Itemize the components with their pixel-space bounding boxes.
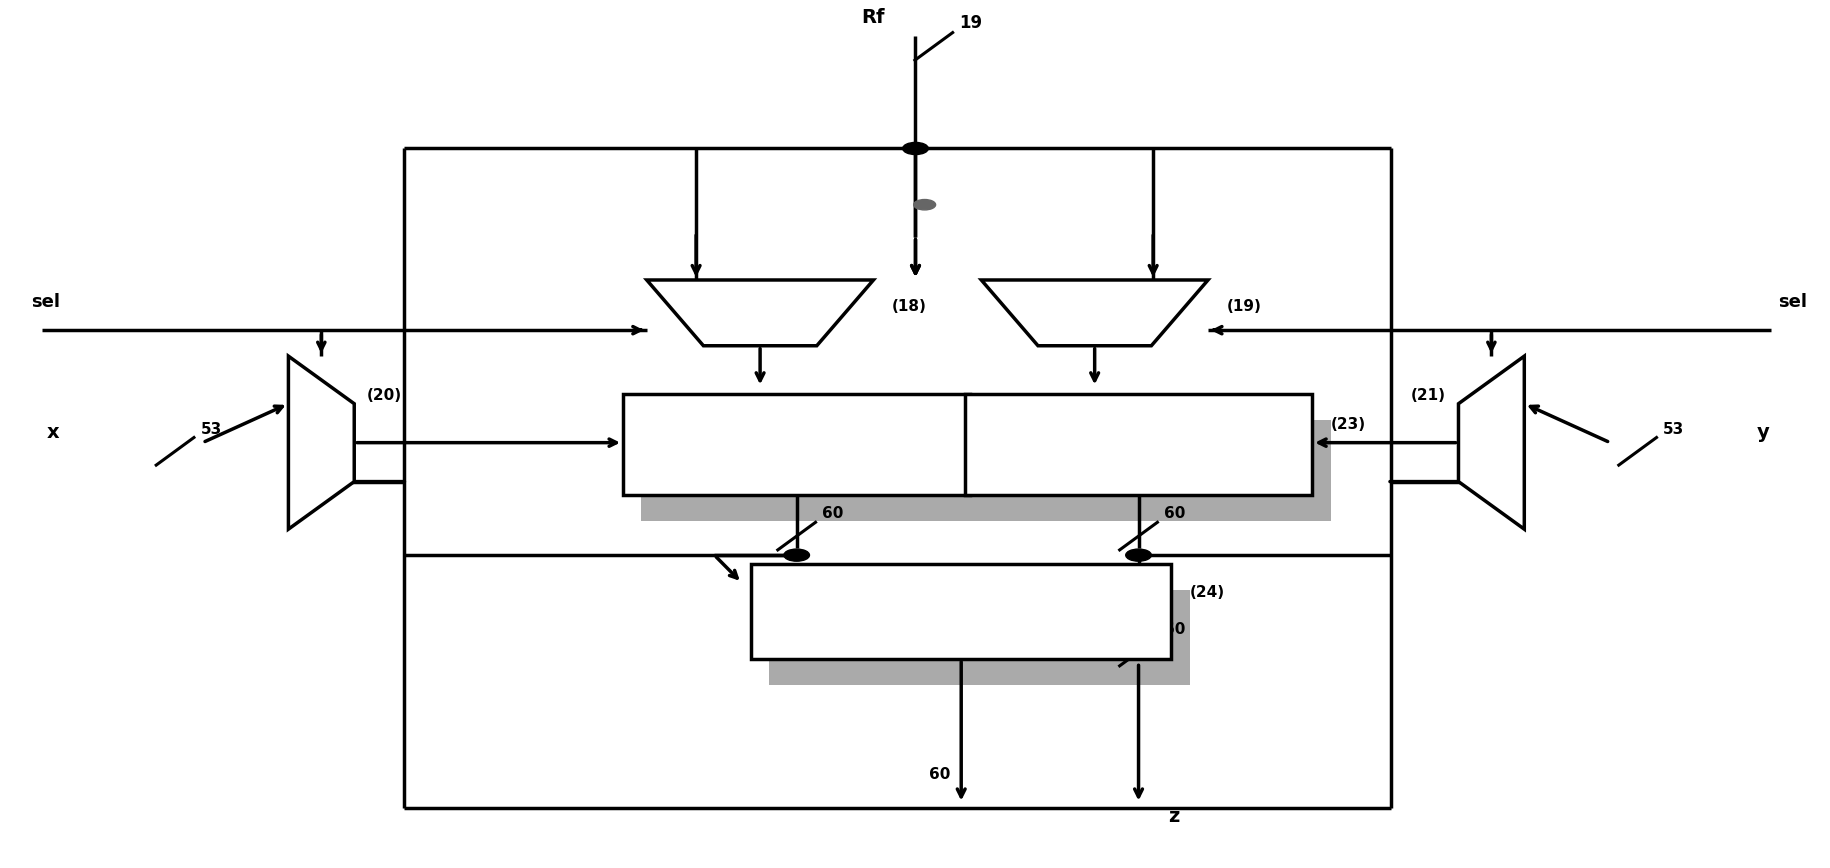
Text: (20): (20) [366, 388, 403, 403]
Text: z: z [1168, 807, 1179, 826]
Text: y: y [1755, 423, 1768, 442]
Text: 60: 60 [1164, 506, 1184, 522]
FancyBboxPatch shape [964, 394, 1312, 495]
Text: mul-60×60: mul-60×60 [1083, 436, 1193, 453]
Polygon shape [289, 356, 353, 529]
Circle shape [1125, 549, 1151, 562]
Text: 60: 60 [822, 506, 844, 522]
Text: x: x [48, 423, 60, 442]
Text: 53: 53 [1662, 422, 1684, 437]
Circle shape [913, 200, 935, 210]
Text: 1: 1 [1490, 471, 1501, 486]
Circle shape [783, 549, 809, 562]
Text: 60: 60 [928, 766, 950, 782]
Text: 0: 0 [809, 300, 820, 315]
Text: (23): (23) [1330, 417, 1365, 431]
FancyBboxPatch shape [622, 394, 970, 495]
Text: 60: 60 [1164, 622, 1184, 637]
Text: 19: 19 [959, 14, 983, 31]
Text: (22): (22) [988, 417, 1023, 431]
Text: 2's complement: 2's complement [886, 602, 1036, 621]
FancyBboxPatch shape [769, 589, 1190, 685]
Text: 0: 0 [311, 398, 322, 414]
Text: 0: 0 [1490, 398, 1501, 414]
Text: Rf: Rf [862, 9, 884, 28]
Text: (24): (24) [1190, 585, 1224, 600]
Text: sel: sel [1777, 293, 1806, 311]
Text: (18): (18) [891, 299, 926, 314]
Polygon shape [1459, 356, 1523, 529]
Text: (21): (21) [1409, 388, 1446, 403]
Text: sel: sel [31, 293, 60, 311]
Text: 1: 1 [311, 471, 322, 486]
Text: 1: 1 [1144, 300, 1153, 315]
Text: 53: 53 [201, 422, 221, 437]
Polygon shape [646, 280, 873, 345]
FancyBboxPatch shape [983, 420, 1330, 521]
Polygon shape [981, 280, 1208, 345]
Text: 1: 1 [701, 300, 710, 315]
FancyBboxPatch shape [640, 420, 988, 521]
FancyBboxPatch shape [750, 564, 1171, 659]
Text: mul-60×60: mul-60×60 [741, 436, 851, 453]
Text: 0: 0 [1034, 300, 1045, 315]
Text: (19): (19) [1226, 299, 1261, 314]
Circle shape [902, 142, 928, 155]
